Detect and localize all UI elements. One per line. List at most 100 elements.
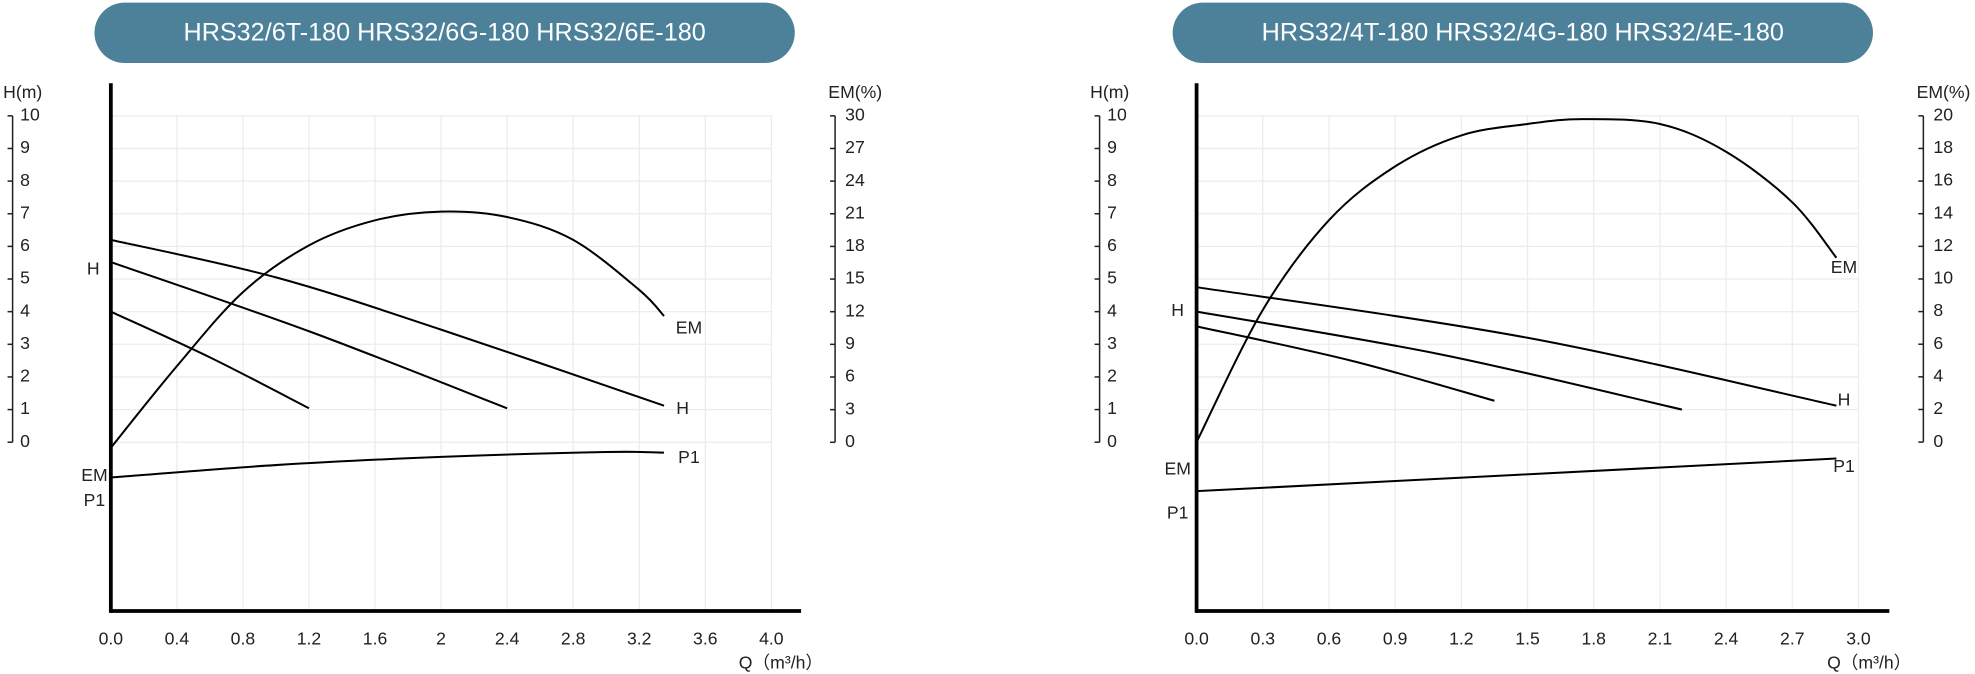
x-tick-label: 1.2 bbox=[297, 629, 322, 649]
curve bbox=[1196, 286, 1837, 407]
x-tick-label: 1.2 bbox=[1449, 629, 1474, 649]
y-tick-label: 10 bbox=[1107, 104, 1127, 124]
y2-tick-label: 15 bbox=[845, 268, 865, 288]
x-tick-label: 2.8 bbox=[561, 629, 586, 649]
curve-label: P1 bbox=[678, 447, 700, 467]
y2-tick-label: 12 bbox=[1933, 235, 1953, 255]
x-tick-label: 0.9 bbox=[1383, 629, 1408, 649]
y2-tick-label: 0 bbox=[1933, 431, 1943, 451]
y-axis-label: H(m) bbox=[1090, 82, 1129, 102]
x-tick-label: 1.5 bbox=[1515, 629, 1540, 649]
y-tick-label: 8 bbox=[1107, 170, 1117, 190]
curve bbox=[110, 261, 508, 410]
curve-label: H bbox=[87, 258, 100, 278]
y-tick-label: 2 bbox=[20, 366, 30, 386]
curve-label: P1 bbox=[1167, 503, 1189, 523]
curve-label: EM bbox=[1831, 257, 1857, 277]
curve bbox=[110, 310, 310, 410]
chart-title: HRS32/4T-180 HRS32/4G-180 HRS32/4E-180 bbox=[1262, 19, 1784, 47]
y-tick-label: 3 bbox=[1107, 333, 1117, 353]
x-tick-label: 3.6 bbox=[693, 629, 718, 649]
y-tick-label: 2 bbox=[1107, 366, 1117, 386]
y2-tick-label: 6 bbox=[1933, 333, 1943, 353]
y-axis-label: H(m) bbox=[3, 82, 42, 102]
y-tick-label: 3 bbox=[20, 333, 30, 353]
y2-tick-label: 3 bbox=[845, 398, 855, 418]
y2-axis-label: EM(%) bbox=[1917, 82, 1971, 102]
chart-title: HRS32/6T-180 HRS32/6G-180 HRS32/6E-180 bbox=[184, 19, 706, 47]
curve-label: H bbox=[1838, 389, 1851, 409]
y-tick-label: 6 bbox=[20, 235, 30, 255]
curve bbox=[1196, 310, 1683, 411]
curve-label: EM bbox=[81, 465, 107, 485]
y2-tick-label: 2 bbox=[1933, 398, 1943, 418]
curve bbox=[110, 210, 665, 449]
y2-tick-label: 9 bbox=[845, 333, 855, 353]
y-tick-label: 1 bbox=[20, 398, 30, 418]
y2-tick-label: 14 bbox=[1933, 202, 1953, 222]
x-tick-label: 1.8 bbox=[1581, 629, 1606, 649]
y-tick-label: 0 bbox=[20, 431, 30, 451]
curve-label: P1 bbox=[84, 490, 106, 510]
y2-tick-label: 4 bbox=[1933, 366, 1943, 386]
y-tick-label: 5 bbox=[1107, 268, 1117, 288]
y-tick-label: 5 bbox=[20, 268, 30, 288]
x-tick-label: 2.4 bbox=[1714, 629, 1739, 649]
curve-label: H bbox=[676, 398, 689, 418]
y-tick-label: 10 bbox=[20, 104, 40, 124]
x-tick-label: 2.7 bbox=[1780, 629, 1805, 649]
y2-tick-label: 18 bbox=[845, 235, 865, 255]
y-tick-label: 6 bbox=[1107, 235, 1117, 255]
y-tick-label: 9 bbox=[20, 137, 30, 157]
y2-tick-label: 18 bbox=[1933, 137, 1953, 157]
y-tick-label: 7 bbox=[1107, 202, 1117, 222]
y2-tick-label: 27 bbox=[845, 137, 865, 157]
x-tick-label: 2.1 bbox=[1648, 629, 1673, 649]
x-axis-label: Q（m³/h） bbox=[1827, 653, 1911, 673]
x-tick-label: 3.0 bbox=[1846, 629, 1871, 649]
y-tick-label: 8 bbox=[20, 170, 30, 190]
curve-label: EM bbox=[1164, 459, 1190, 479]
y2-tick-label: 10 bbox=[1933, 268, 1953, 288]
y2-tick-label: 30 bbox=[845, 104, 865, 124]
x-tick-label: 0.6 bbox=[1317, 629, 1342, 649]
y-tick-label: 0 bbox=[1107, 431, 1117, 451]
y-tick-label: 4 bbox=[1107, 300, 1117, 320]
y-tick-label: 4 bbox=[20, 300, 30, 320]
y2-tick-label: 24 bbox=[845, 170, 865, 190]
curve bbox=[1196, 457, 1837, 493]
x-tick-label: 0.8 bbox=[231, 629, 256, 649]
y2-axis-label: EM(%) bbox=[828, 82, 882, 102]
y2-tick-label: 20 bbox=[1933, 104, 1953, 124]
curve-label: H bbox=[1171, 300, 1184, 320]
x-tick-label: 0.4 bbox=[165, 629, 190, 649]
y2-tick-label: 6 bbox=[845, 366, 855, 386]
x-tick-label: 0.0 bbox=[1184, 629, 1209, 649]
y-tick-label: 7 bbox=[20, 202, 30, 222]
y-tick-label: 9 bbox=[1107, 137, 1117, 157]
y-tick-label: 1 bbox=[1107, 398, 1117, 418]
x-axis-label: Q（m³/h） bbox=[739, 653, 823, 673]
x-tick-label: 2.4 bbox=[495, 629, 520, 649]
curve bbox=[1196, 325, 1495, 402]
title-pill bbox=[1172, 2, 1873, 64]
y2-tick-label: 16 bbox=[1933, 170, 1953, 190]
x-tick-label: 3.2 bbox=[627, 629, 652, 649]
y2-tick-label: 0 bbox=[845, 431, 855, 451]
curve bbox=[110, 238, 665, 407]
y2-tick-label: 21 bbox=[845, 202, 865, 222]
x-tick-label: 0.3 bbox=[1251, 629, 1276, 649]
title-pill bbox=[94, 2, 795, 64]
curve bbox=[110, 450, 665, 479]
x-tick-label: 1.6 bbox=[363, 629, 388, 649]
x-tick-label: 4.0 bbox=[759, 629, 784, 649]
curve bbox=[1195, 118, 1838, 443]
x-tick-label: 2 bbox=[436, 629, 446, 649]
curve-label: P1 bbox=[1833, 456, 1855, 476]
y2-tick-label: 8 bbox=[1933, 300, 1943, 320]
y2-tick-label: 12 bbox=[845, 300, 865, 320]
curve-label: EM bbox=[676, 317, 702, 337]
x-tick-label: 0.0 bbox=[99, 629, 124, 649]
